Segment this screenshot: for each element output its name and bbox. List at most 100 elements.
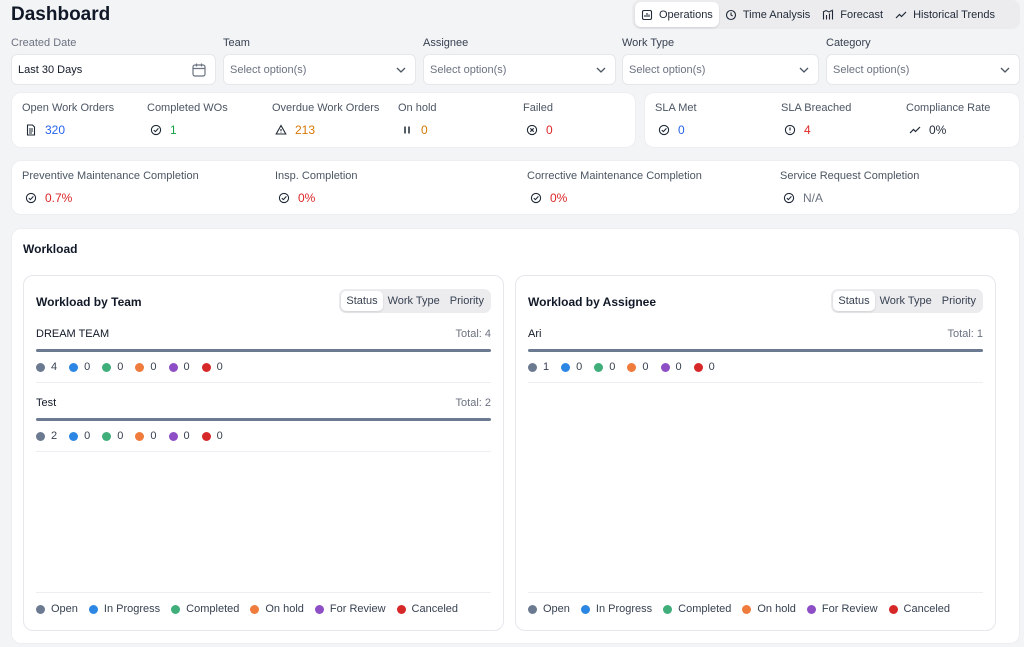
row-name: Test	[36, 397, 57, 409]
status-counts: 4 0 0 0 0 0	[36, 361, 491, 373]
legend-for-review: For Review	[806, 603, 878, 615]
check-circle-icon	[530, 192, 542, 204]
legend-label: On hold	[265, 603, 304, 615]
kpi-value: 0%	[550, 191, 568, 205]
kpi-value: N/A	[803, 191, 824, 205]
row-header: DREAM TEAM Total: 4	[36, 328, 491, 340]
canceled-dot	[201, 431, 211, 441]
legend-canceled: Canceled	[396, 603, 459, 615]
workload-by-assignee-panel: Workload by Assignee Status Work Type Pr…	[515, 275, 996, 631]
team-placeholder: Select option(s)	[230, 63, 307, 76]
legend-completed: Completed	[171, 603, 239, 615]
kpi-value: 0%	[298, 191, 316, 205]
kpi-value: 0	[421, 123, 428, 137]
kpi-label: Failed	[523, 102, 553, 114]
on-hold-dot	[627, 362, 637, 372]
kpi-value-row: 0.7%	[25, 191, 199, 205]
assignee-select[interactable]: Select option(s)	[423, 54, 616, 85]
kpi-overdue-work-orders[interactable]: Overdue Work Orders 213	[272, 102, 379, 137]
kpi-completed-wos[interactable]: Completed WOs 1	[147, 102, 228, 137]
on-hold-dot	[135, 431, 145, 441]
kpi-on-hold[interactable]: On hold 0	[398, 102, 437, 137]
status-legend: Open In Progress Completed On hold For R…	[36, 603, 458, 615]
kpi-label: Compliance Rate	[906, 102, 991, 114]
count-completed: 0	[594, 361, 615, 373]
tab-operations[interactable]: Operations	[635, 2, 719, 27]
segment-status[interactable]: Status	[341, 291, 383, 311]
kpi-failed[interactable]: Failed 0	[523, 102, 553, 137]
created-date-picker[interactable]: Last 30 Days	[11, 54, 216, 85]
row-header: Test Total: 2	[36, 397, 491, 409]
count-value: 0	[609, 361, 616, 373]
count-in-progress: 0	[69, 361, 90, 373]
legend-label: Open	[51, 603, 78, 615]
status-counts: 1 0 0 0 0 0	[528, 361, 983, 373]
kpi-corrective-maintenance-completion[interactable]: Corrective Maintenance Completion 0%	[527, 170, 702, 205]
kpi-sla-breached[interactable]: SLA Breached 4	[781, 102, 851, 137]
kpi-label: Corrective Maintenance Completion	[527, 170, 702, 182]
completed-dot	[663, 604, 673, 614]
legend-label: Canceled	[411, 603, 459, 615]
completed-dot	[171, 604, 181, 614]
legend-for-review: For Review	[314, 603, 386, 615]
legend-label: Completed	[186, 603, 240, 615]
work-type-select[interactable]: Select option(s)	[622, 54, 819, 85]
kpi-value: 4	[804, 123, 811, 137]
segment-status[interactable]: Status	[833, 291, 875, 311]
row-divider	[36, 451, 491, 452]
legend-divider	[528, 592, 983, 593]
x-circle-icon	[526, 124, 538, 136]
canceled-dot	[201, 362, 211, 372]
count-completed: 0	[102, 430, 123, 442]
legend-label: For Review	[329, 603, 386, 615]
tab-historical-trends[interactable]: Historical Trends	[889, 2, 1001, 27]
kpi-value-row: 0%	[530, 191, 702, 205]
segment-work-type[interactable]: Work Type	[879, 295, 932, 307]
count-value: 0	[576, 361, 583, 373]
legend-on-hold: On hold	[742, 603, 796, 615]
kpi-label: SLA Breached	[781, 102, 852, 114]
sla-kpis-card: SLA Met 0 SLA Breached 4 Compliance Rate…	[644, 92, 1020, 148]
count-on-hold: 0	[135, 430, 157, 442]
workload-row[interactable]: Ari Total: 1 1 0 0 0 0 0	[528, 328, 983, 383]
page-title: Dashboard	[11, 4, 111, 25]
workload-row[interactable]: DREAM TEAM Total: 4 4 0 0 0 0 0	[36, 328, 491, 383]
tab-forecast[interactable]: Forecast	[816, 2, 889, 27]
row-divider	[36, 382, 491, 383]
kpi-open-work-orders[interactable]: Open Work Orders 320	[22, 102, 114, 137]
segment-work-type[interactable]: Work Type	[387, 295, 440, 307]
kpi-service-request-completion[interactable]: Service Request Completion N/A	[780, 170, 919, 205]
legend-label: Open	[543, 603, 570, 615]
legend-canceled: Canceled	[888, 603, 951, 615]
kpi-label: Service Request Completion	[780, 170, 920, 182]
completion-kpis-card: Preventive Maintenance Completion 0.7% I…	[11, 160, 1020, 215]
kpi-sla-met[interactable]: SLA Met 0	[655, 102, 697, 137]
count-value: 0	[183, 361, 190, 373]
segment-priority[interactable]: Priority	[449, 295, 484, 307]
kpi-value: 0	[678, 123, 685, 137]
segment-priority[interactable]: Priority	[941, 295, 976, 307]
row-header: Ari Total: 1	[528, 328, 983, 340]
count-in-progress: 0	[69, 430, 90, 442]
row-total: Total: 4	[455, 328, 491, 340]
for-review-dot	[168, 431, 178, 441]
kpi-value-row: N/A	[783, 191, 919, 205]
tab-time-analysis[interactable]: Time Analysis	[719, 2, 816, 27]
chevron-down-icon	[799, 67, 809, 73]
work-type-placeholder: Select option(s)	[629, 63, 706, 76]
kpi-compliance-rate[interactable]: Compliance Rate 0%	[906, 102, 990, 137]
for-review-dot	[168, 362, 178, 372]
kpi-preventive-maintenance-completion[interactable]: Preventive Maintenance Completion 0.7%	[22, 170, 199, 205]
legend-label: Canceled	[903, 603, 951, 615]
kpi-insp-completion[interactable]: Insp. Completion 0%	[275, 170, 358, 205]
count-value: 0	[84, 430, 91, 442]
category-select[interactable]: Select option(s)	[826, 54, 1020, 85]
in-progress-dot	[561, 362, 571, 372]
category-label: Category	[826, 37, 871, 49]
completed-dot	[102, 362, 112, 372]
kpi-value-row: 213	[275, 123, 379, 137]
work-type-label: Work Type	[622, 37, 675, 49]
kpi-value-row: 4	[784, 123, 851, 137]
workload-row[interactable]: Test Total: 2 2 0 0 0 0 0	[36, 397, 491, 452]
team-select[interactable]: Select option(s)	[223, 54, 416, 85]
